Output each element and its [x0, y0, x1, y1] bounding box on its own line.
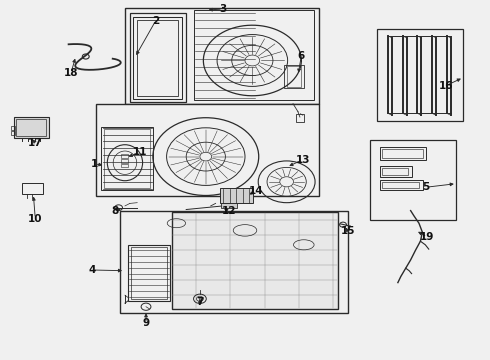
Bar	[11, 131, 15, 135]
Bar	[121, 164, 128, 167]
Bar	[370, 140, 456, 220]
Bar	[11, 126, 15, 130]
Text: 17: 17	[28, 138, 43, 148]
Text: 13: 13	[295, 155, 310, 165]
Text: 14: 14	[248, 186, 263, 196]
Bar	[172, 212, 338, 309]
Bar	[125, 8, 318, 104]
Text: 2: 2	[152, 15, 159, 26]
Bar	[137, 20, 178, 96]
Bar	[380, 166, 412, 177]
Text: 6: 6	[298, 51, 305, 61]
Bar	[380, 180, 423, 190]
Bar	[382, 168, 408, 175]
Text: 11: 11	[132, 147, 147, 157]
Text: 9: 9	[143, 318, 149, 328]
Bar	[22, 183, 43, 194]
Bar	[380, 147, 426, 160]
Bar	[14, 117, 49, 138]
Bar	[131, 247, 167, 299]
Text: 12: 12	[222, 206, 237, 216]
Bar	[128, 245, 170, 301]
Bar	[194, 10, 314, 100]
Bar	[221, 201, 237, 208]
Text: 16: 16	[439, 81, 453, 91]
Bar	[120, 211, 348, 313]
Bar	[284, 65, 304, 88]
Text: 8: 8	[112, 206, 119, 216]
Text: 1: 1	[91, 159, 98, 169]
Bar	[377, 29, 463, 121]
Bar	[96, 104, 318, 196]
Text: 19: 19	[420, 232, 435, 242]
Bar	[16, 119, 46, 136]
Text: 3: 3	[220, 4, 226, 14]
Text: 18: 18	[64, 68, 78, 78]
Bar	[121, 154, 128, 158]
Bar	[104, 129, 150, 188]
Text: 4: 4	[88, 265, 96, 275]
Bar	[101, 127, 153, 190]
Bar	[130, 13, 186, 102]
Bar	[133, 17, 182, 99]
Bar	[296, 114, 304, 122]
Text: 7: 7	[196, 297, 204, 307]
Bar	[382, 182, 419, 188]
Bar	[382, 149, 423, 158]
Text: 15: 15	[341, 226, 355, 236]
Text: 10: 10	[28, 214, 43, 224]
Bar	[287, 66, 301, 87]
Bar	[121, 159, 128, 163]
Text: 5: 5	[423, 182, 430, 192]
Bar	[220, 188, 253, 203]
